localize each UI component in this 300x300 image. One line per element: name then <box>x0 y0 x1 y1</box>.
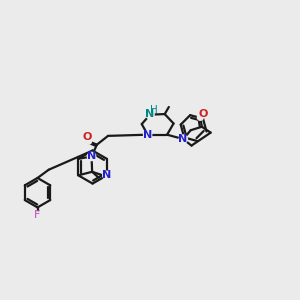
Text: O: O <box>199 109 208 119</box>
Circle shape <box>197 114 203 120</box>
Text: O: O <box>83 132 92 142</box>
Circle shape <box>146 110 154 119</box>
Text: N: N <box>145 110 154 119</box>
Circle shape <box>179 135 188 143</box>
Text: N: N <box>87 151 96 161</box>
Text: N: N <box>143 130 152 140</box>
Circle shape <box>87 152 96 160</box>
Circle shape <box>35 212 40 217</box>
Text: H: H <box>150 105 158 115</box>
Text: F: F <box>34 210 41 220</box>
Text: N: N <box>102 170 112 180</box>
Circle shape <box>86 138 92 144</box>
Circle shape <box>103 171 111 179</box>
Text: N: N <box>178 134 187 144</box>
Circle shape <box>143 130 152 139</box>
